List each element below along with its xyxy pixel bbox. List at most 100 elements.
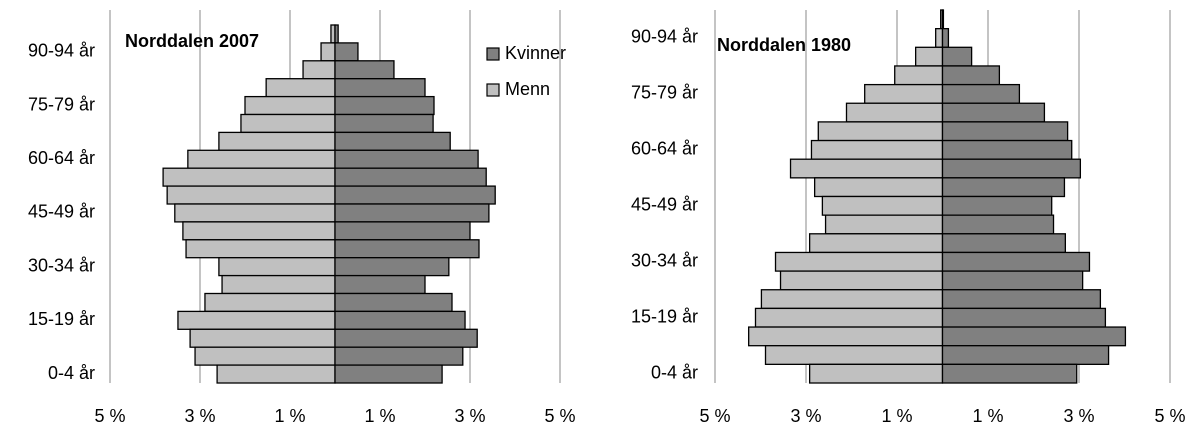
x-tick-label: 3 % bbox=[790, 406, 821, 425]
y-tick-label: 15-19 år bbox=[28, 309, 95, 329]
bar bbox=[941, 270, 1084, 291]
y-tick-label: 15-19 år bbox=[631, 306, 698, 326]
bar bbox=[334, 203, 490, 223]
bar bbox=[182, 221, 336, 241]
bar bbox=[817, 121, 944, 142]
bar bbox=[808, 233, 944, 254]
chart-title: Norddalen 2007 bbox=[125, 31, 259, 51]
bar bbox=[194, 346, 336, 366]
bar bbox=[334, 78, 426, 98]
bar bbox=[941, 326, 1127, 347]
bar bbox=[941, 251, 1091, 272]
bar bbox=[334, 167, 487, 187]
bar bbox=[935, 27, 944, 48]
y-tick-label: 0-4 år bbox=[48, 363, 95, 383]
legend-swatch bbox=[486, 83, 500, 97]
bar bbox=[810, 139, 944, 160]
bar bbox=[216, 364, 336, 384]
bar bbox=[334, 310, 466, 330]
x-tick-label: 5 % bbox=[699, 406, 730, 425]
x-tick-label: 5 % bbox=[1154, 406, 1185, 425]
y-tick-label: 90-94 år bbox=[631, 27, 698, 47]
y-tick-label: 45-49 år bbox=[28, 202, 95, 222]
bar bbox=[187, 149, 336, 169]
bar bbox=[174, 203, 336, 223]
bar bbox=[941, 233, 1066, 254]
bar bbox=[941, 195, 1053, 216]
bar bbox=[334, 60, 395, 80]
y-tick-label: 75-79 år bbox=[28, 94, 95, 114]
bar bbox=[334, 131, 451, 151]
bar bbox=[334, 328, 478, 348]
bar bbox=[334, 185, 496, 205]
x-tick-label: 3 % bbox=[1063, 406, 1094, 425]
bar bbox=[941, 121, 1069, 142]
bar bbox=[813, 177, 944, 198]
bar bbox=[789, 158, 944, 179]
legend-swatch bbox=[486, 47, 500, 61]
x-tick-label: 1 % bbox=[881, 406, 912, 425]
bar bbox=[779, 270, 944, 291]
bar bbox=[941, 139, 1073, 160]
bar bbox=[941, 158, 1082, 179]
bar bbox=[177, 310, 336, 330]
bar bbox=[760, 289, 944, 310]
bar bbox=[334, 274, 426, 295]
bar bbox=[221, 274, 336, 295]
y-tick-label: 30-34 år bbox=[28, 255, 95, 275]
bar bbox=[334, 149, 479, 169]
bar bbox=[864, 83, 944, 104]
bar bbox=[166, 185, 336, 205]
bar bbox=[204, 292, 336, 313]
x-tick-label: 1 % bbox=[972, 406, 1003, 425]
bar bbox=[334, 257, 450, 277]
bar bbox=[808, 363, 944, 384]
bar bbox=[185, 239, 336, 259]
bar bbox=[334, 42, 359, 62]
bar bbox=[845, 102, 944, 123]
bar bbox=[189, 328, 336, 348]
x-tick-label: 3 % bbox=[184, 406, 215, 425]
bar bbox=[334, 292, 453, 313]
bar bbox=[915, 46, 944, 67]
bar bbox=[162, 167, 336, 187]
bar bbox=[941, 65, 1001, 86]
bar bbox=[218, 131, 336, 151]
bar bbox=[748, 326, 944, 347]
x-tick-label: 1 % bbox=[274, 406, 305, 425]
x-tick-label: 5 % bbox=[544, 406, 575, 425]
bar bbox=[941, 363, 1078, 384]
bar bbox=[941, 289, 1102, 310]
y-tick-label: 0-4 år bbox=[651, 362, 698, 382]
bar bbox=[240, 113, 336, 134]
bar bbox=[334, 113, 434, 134]
x-tick-label: 1 % bbox=[364, 406, 395, 425]
bar bbox=[941, 214, 1055, 235]
bar bbox=[320, 42, 336, 62]
x-tick-label: 3 % bbox=[454, 406, 485, 425]
bar bbox=[941, 345, 1110, 366]
bar bbox=[941, 83, 1021, 104]
bar bbox=[941, 177, 1066, 198]
bar bbox=[334, 95, 435, 116]
bar bbox=[334, 221, 471, 241]
y-tick-label: 75-79 år bbox=[631, 83, 698, 103]
y-tick-label: 30-34 år bbox=[631, 251, 698, 271]
y-tick-label: 45-49 år bbox=[631, 195, 698, 215]
bar bbox=[265, 78, 336, 98]
y-tick-label: 90-94 år bbox=[28, 41, 95, 61]
bar bbox=[941, 307, 1107, 328]
bar bbox=[334, 24, 339, 44]
bar bbox=[334, 346, 464, 366]
bar bbox=[941, 102, 1046, 123]
bar bbox=[764, 345, 944, 366]
y-tick-label: 60-64 år bbox=[28, 148, 95, 168]
bar bbox=[302, 60, 336, 80]
chart-title: Norddalen 1980 bbox=[717, 35, 851, 55]
bar bbox=[754, 307, 944, 328]
legend-label: Kvinner bbox=[505, 43, 566, 63]
bar bbox=[821, 195, 944, 216]
bar bbox=[941, 9, 945, 30]
bar bbox=[941, 46, 973, 67]
bar bbox=[894, 65, 944, 86]
